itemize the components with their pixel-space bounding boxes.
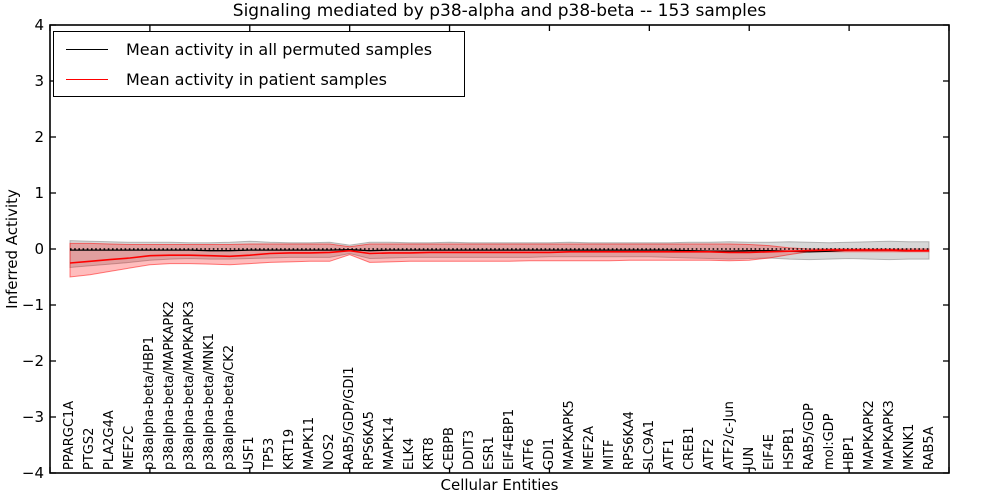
patient-mean-line xyxy=(69,249,929,264)
x-category-label: p38alpha-beta/CK2 xyxy=(222,344,238,470)
y-tick-label: −3 xyxy=(21,408,44,426)
x-category-label: CREB1 xyxy=(681,426,697,470)
y-tick-label: −2 xyxy=(21,352,44,370)
x-category-label: KRT8 xyxy=(422,437,438,470)
x-category-label: ATF2 xyxy=(701,438,717,470)
x-category-label: DDIT3 xyxy=(462,429,478,470)
x-category-label: PLA2G4A xyxy=(102,410,118,470)
x-category-label: HSPB1 xyxy=(781,426,797,470)
permuted-range-band xyxy=(69,240,930,269)
x-category-label: MAPK11 xyxy=(302,416,318,470)
x-category-label: ELK4 xyxy=(402,437,418,470)
x-category-label: KRT19 xyxy=(282,428,298,470)
x-category-label: RAB5/GDP xyxy=(801,403,817,470)
x-category-label: RAB5/GDP/GDI1 xyxy=(342,366,358,470)
x-category-label: MAPKAPK3 xyxy=(881,400,897,470)
x-category-label: MAPKAPK5 xyxy=(561,400,577,470)
x-category-label: mol:GDP xyxy=(821,413,837,470)
legend-label-permuted: Mean activity in all permuted samples xyxy=(126,40,433,59)
x-category-label: USF1 xyxy=(242,436,258,470)
x-category-label: MEF2A xyxy=(581,425,597,470)
legend: Mean activity in all permuted samples Me… xyxy=(53,31,465,97)
legend-label-patient: Mean activity in patient samples xyxy=(126,70,387,89)
x-category-label: GDI1 xyxy=(541,437,557,470)
x-category-label: ATF2/c-Jun xyxy=(721,401,737,470)
x-category-label: CEBPB xyxy=(442,427,458,470)
legend-item-permuted: Mean activity in all permuted samples xyxy=(54,33,432,66)
patient-line-swatch xyxy=(66,79,108,80)
x-category-label: ATF6 xyxy=(521,438,537,470)
x-category-label: SLC9A1 xyxy=(641,419,657,470)
x-category-label: PPARGC1A xyxy=(62,400,78,470)
y-tick-label: 0 xyxy=(34,240,44,258)
x-category-label: TP53 xyxy=(262,437,278,470)
x-category-label: JUN xyxy=(741,446,757,470)
x-category-label: p38alpha-beta/HBP1 xyxy=(142,335,158,470)
y-tick-label: −1 xyxy=(21,296,44,314)
x-category-label: p38alpha-beta/MAPKAPK2 xyxy=(162,301,178,470)
x-category-label: ESR1 xyxy=(482,436,497,470)
y-tick-label: −4 xyxy=(21,464,44,482)
x-axis-label: Cellular Entities xyxy=(440,476,559,494)
x-category-label: PTGS2 xyxy=(82,427,98,470)
y-tick-label: 1 xyxy=(34,184,44,202)
x-category-label: RAB5A xyxy=(921,426,937,470)
permuted-line-swatch xyxy=(66,49,108,50)
y-tick-label: 3 xyxy=(34,72,44,90)
chart-title: Signaling mediated by p38-alpha and p38-… xyxy=(232,1,767,21)
x-category-label: p38alpha-beta/MAPKAPK3 xyxy=(182,301,198,470)
x-category-label: RPS6KA5 xyxy=(362,411,378,470)
legend-item-patient: Mean activity in patient samples xyxy=(54,63,387,96)
x-category-label: RPS6KA4 xyxy=(621,411,637,470)
x-category-label: MITF xyxy=(601,439,617,470)
y-tick-label: 2 xyxy=(34,128,44,146)
x-category-label: NOS2 xyxy=(322,433,338,470)
x-category-label: EIF4E xyxy=(761,433,777,470)
x-category-label: ATF1 xyxy=(661,438,677,470)
x-category-label: EIF4EBP1 xyxy=(501,408,517,470)
x-category-label: p38alpha-beta/MNK1 xyxy=(202,333,218,470)
x-category-label: MKNK1 xyxy=(901,423,917,470)
x-category-label: MEF2C xyxy=(122,425,138,470)
x-category-label: MAPKAPK2 xyxy=(861,400,877,470)
x-category-label: HBP1 xyxy=(841,435,857,470)
x-category-label: MAPK14 xyxy=(382,416,398,470)
y-tick-label: 4 xyxy=(34,16,44,34)
